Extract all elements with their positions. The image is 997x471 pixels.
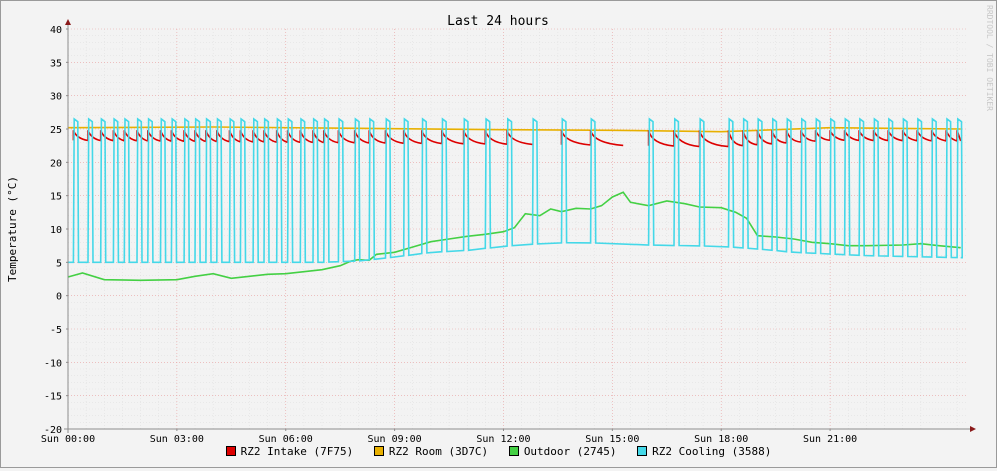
legend-item-outdoor: Outdoor (2745) <box>508 445 617 458</box>
x-tick-label: Sun 21:00 <box>803 434 857 445</box>
legend-item-intake: RZ2 Intake (7F75) <box>225 445 354 458</box>
x-axis-arrow <box>970 426 976 432</box>
y-tick-label: -20 <box>44 425 62 436</box>
legend-item-cooling: RZ2 Cooling (3588) <box>637 445 771 458</box>
x-tick-label: Sun 09:00 <box>368 434 422 445</box>
legend-swatch-cooling <box>637 446 648 456</box>
y-axis-arrow <box>65 19 71 25</box>
y-tick-label: 5 <box>56 258 62 269</box>
y-tick-label: -15 <box>44 392 62 403</box>
y-tick-label: 40 <box>50 25 62 36</box>
x-tick-label: Sun 06:00 <box>259 434 313 445</box>
x-tick-label: Sun 18:00 <box>694 434 748 445</box>
x-tick-label: Sun 15:00 <box>585 434 639 445</box>
y-tick-label: 30 <box>50 92 62 103</box>
watermark: RRDTOOL / TOBI OETIKER <box>985 5 994 111</box>
y-tick-label: -10 <box>44 358 62 369</box>
y-tick-label: 25 <box>50 125 62 136</box>
legend-swatch-outdoor <box>508 446 519 456</box>
grid <box>67 28 968 430</box>
legend-item-room: RZ2 Room (3D7C) <box>373 445 489 458</box>
x-tick-label: Sun 03:00 <box>150 434 204 445</box>
axes <box>64 19 976 433</box>
legend: RZ2 Intake (7F75) RZ2 Room (3D7C) Outdoo… <box>0 445 997 458</box>
legend-label-room: RZ2 Room (3D7C) <box>388 445 489 458</box>
legend-label-outdoor: Outdoor (2745) <box>523 445 617 458</box>
series-lines <box>67 117 964 282</box>
series-line-cooling <box>68 117 964 264</box>
y-tick-label: 10 <box>50 225 62 236</box>
y-axis-ticks: 40 35 30 25 20 15 10 5 0 -5 -10 -15 -20 <box>44 25 68 436</box>
y-tick-label: 0 <box>56 292 62 303</box>
legend-label-intake: RZ2 Intake (7F75) <box>240 445 354 458</box>
y-tick-label: -5 <box>50 325 62 336</box>
series-line-room <box>67 126 961 133</box>
legend-swatch-intake <box>225 446 236 456</box>
x-tick-label: Sun 00:00 <box>41 434 95 445</box>
x-tick-label: Sun 12:00 <box>476 434 530 445</box>
y-tick-label: 15 <box>50 192 62 203</box>
y-tick-label: 35 <box>50 58 62 69</box>
series-line-outdoor <box>67 191 961 282</box>
legend-swatch-room <box>373 446 384 456</box>
x-axis-ticks: Sun 00:00 Sun 03:00 Sun 06:00 Sun 09:00 Sun … <box>41 429 857 445</box>
legend-label-cooling: RZ2 Cooling (3588) <box>652 445 772 458</box>
y-axis-label: Temperature (°C) <box>6 176 19 282</box>
y-tick-label: 20 <box>50 158 62 169</box>
chart-title: Last 24 hours <box>447 14 549 29</box>
